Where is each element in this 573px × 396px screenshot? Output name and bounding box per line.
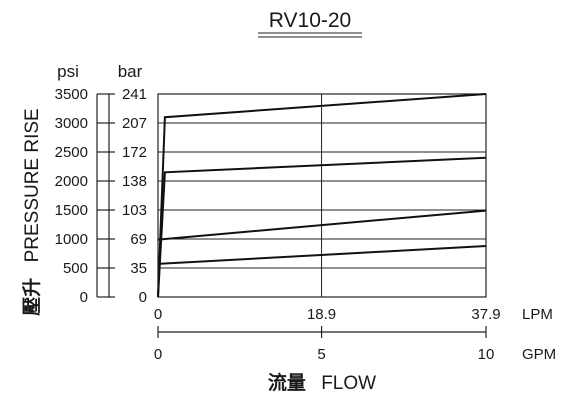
x-axis-title: 流量 FLOW <box>268 371 376 394</box>
chart-title: RV10-20 <box>269 9 352 32</box>
gpm-tick-label: 5 <box>317 346 325 363</box>
bar-tick-label: 207 <box>122 115 147 132</box>
gpm-unit-label: GPM <box>522 346 556 363</box>
series-line <box>157 93 487 298</box>
bar-tick-label: 172 <box>122 144 147 161</box>
psi-axis: 3500 3000 2500 2000 1500 1000 500 0 <box>55 86 103 306</box>
bar-tick-label: 241 <box>122 86 147 103</box>
x-axis-title-cjk: 流量 <box>268 371 306 394</box>
psi-tick-label: 3000 <box>55 115 88 132</box>
bar-tick-label: 103 <box>122 202 147 219</box>
bar-tick-label: 69 <box>130 231 147 248</box>
series-lines <box>157 93 487 298</box>
series-line <box>157 245 487 265</box>
series-line <box>157 209 487 241</box>
psi-tick-label: 500 <box>63 260 88 277</box>
psi-tick-label: 0 <box>80 289 88 306</box>
lpm-unit-label: LPM <box>522 306 553 323</box>
psi-tick-label: 1000 <box>55 231 88 248</box>
gpm-tick-label: 0 <box>154 346 162 363</box>
psi-tick-label: 2500 <box>55 144 88 161</box>
psi-tick-label: 3500 <box>55 86 88 103</box>
psi-tick-label: 1500 <box>55 202 88 219</box>
bar-unit-label: bar <box>118 62 143 81</box>
bar-tick-label: 0 <box>139 289 147 306</box>
lpm-axis: 0 18.9 37.9 <box>154 306 501 323</box>
psi-unit-label: psi <box>57 62 79 81</box>
gpm-axis: 0 5 10 <box>154 326 495 363</box>
y-axis-title-en: PRESSURE RISE <box>22 108 43 262</box>
lpm-tick-label: 0 <box>154 306 162 323</box>
psi-tick-label: 2000 <box>55 173 88 190</box>
bar-tick-label: 138 <box>122 173 147 190</box>
bar-axis: 241 207 172 138 103 69 35 0 <box>103 86 147 306</box>
y-axis-title: 壓升 PRESSURE RISE <box>21 108 43 315</box>
lpm-tick-label: 37.9 <box>471 306 500 323</box>
lpm-tick-label: 18.9 <box>307 306 336 323</box>
x-axis-title-en: FLOW <box>321 373 376 394</box>
gpm-tick-label: 10 <box>478 346 495 363</box>
y-axis-title-cjk: 壓升 <box>21 278 43 316</box>
svg-text:壓升 PRESSURE RISE: 壓升 PRESSURE RISE <box>21 108 43 315</box>
bar-tick-label: 35 <box>130 260 147 277</box>
